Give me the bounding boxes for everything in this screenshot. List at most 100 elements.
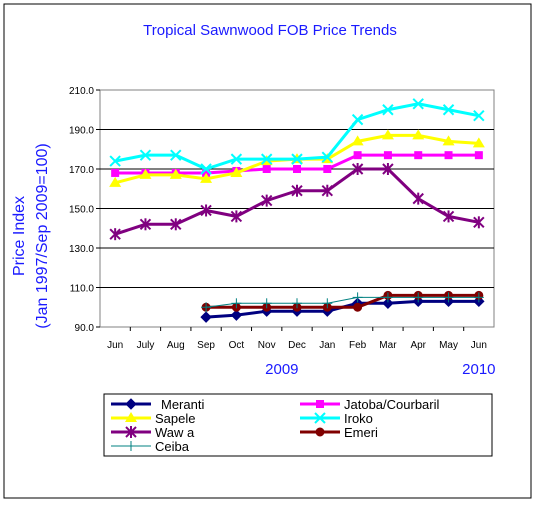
data-point-ceiba-5 bbox=[261, 298, 272, 309]
legend-box bbox=[103, 393, 493, 457]
legend-marker-sapele bbox=[125, 412, 137, 422]
y-tick-label-0: 90.0 bbox=[75, 323, 95, 334]
y-tick-label-2: 130.0 bbox=[69, 244, 94, 255]
data-point-waw-a-9 bbox=[382, 163, 394, 175]
data-point-waw-a-11 bbox=[442, 210, 455, 223]
data-point-waw-a-6 bbox=[291, 184, 303, 197]
data-point-meranti-4 bbox=[230, 309, 243, 321]
x-axis-ticks: Jun July Aug Sep Oct Nov Dec Jan Feb Mar Apr May Jun bbox=[107, 327, 487, 351]
legend-marker-waw-a bbox=[125, 426, 137, 438]
data-point-iroko-6 bbox=[291, 153, 303, 165]
x-tick-label-2: Aug bbox=[167, 340, 185, 351]
data-point-sapele-8 bbox=[351, 135, 364, 146]
data-point-jatoba-courbaril-12 bbox=[474, 151, 483, 160]
y-axis-label-line-1: Price Index bbox=[11, 196, 28, 276]
data-point-ceiba-8 bbox=[352, 292, 363, 303]
legend-entry-emeri: Emeri bbox=[300, 425, 378, 440]
legend-label-ceiba: Ceiba bbox=[155, 439, 190, 454]
series-iroko bbox=[109, 98, 485, 175]
y-tick-label-6: 210.0 bbox=[69, 86, 94, 97]
data-point-waw-a-5 bbox=[260, 194, 273, 207]
legend-label-meranti: Meranti bbox=[161, 397, 204, 412]
data-point-sapele-0 bbox=[109, 176, 122, 187]
y-axis-ticks: 90.0 110.0 130.0 150.0 170.0 190.0 210.0 bbox=[69, 86, 100, 334]
series-lines bbox=[109, 98, 485, 323]
legend-label-waw-a: Waw a bbox=[155, 425, 195, 440]
data-point-sapele-9 bbox=[381, 129, 394, 140]
data-point-sapele-3 bbox=[200, 172, 213, 183]
data-point-jatoba-courbaril-11 bbox=[444, 151, 453, 160]
x-tick-label-6: Dec bbox=[288, 340, 306, 351]
data-point-iroko-4 bbox=[230, 153, 243, 165]
data-point-sapele-2 bbox=[169, 168, 182, 179]
data-point-ceiba-7 bbox=[322, 298, 333, 309]
legend-label-emeri: Emeri bbox=[344, 425, 378, 440]
legend-entry-meranti: Meranti bbox=[111, 397, 204, 412]
data-point-ceiba-11 bbox=[443, 292, 454, 303]
y-tick-label-1: 110.0 bbox=[70, 284, 95, 295]
chart-title: Tropical Sawnwood FOB Price Trends bbox=[143, 22, 397, 39]
data-point-waw-a-4 bbox=[230, 210, 243, 223]
data-point-iroko-8 bbox=[351, 113, 364, 126]
data-point-jatoba-courbaril-6 bbox=[293, 165, 301, 173]
x-tick-label-9: Mar bbox=[379, 340, 397, 351]
legend-label-iroko: Iroko bbox=[344, 411, 373, 426]
data-point-iroko-2 bbox=[170, 149, 182, 161]
data-point-jatoba-courbaril-9 bbox=[383, 151, 392, 160]
x-tick-label-1: July bbox=[137, 340, 155, 351]
legend-label-sapele: Sapele bbox=[155, 411, 195, 426]
data-point-iroko-10 bbox=[412, 98, 424, 110]
data-point-sapele-12 bbox=[472, 137, 485, 148]
x-tick-label-0: Jun bbox=[107, 340, 123, 351]
data-point-waw-a-1 bbox=[139, 218, 152, 231]
y-tick-label-3: 150.0 bbox=[69, 205, 94, 216]
data-point-ceiba-3 bbox=[201, 302, 212, 313]
data-point-iroko-0 bbox=[109, 155, 121, 167]
data-point-sapele-10 bbox=[412, 129, 425, 140]
year-label-1: 2010 bbox=[462, 361, 495, 378]
year-labels: 2009 2010 bbox=[265, 361, 495, 378]
data-point-jatoba-courbaril-7 bbox=[323, 165, 332, 173]
data-point-iroko-12 bbox=[473, 109, 485, 122]
legend-marker-ceiba bbox=[126, 441, 136, 451]
legend-marker-emeri bbox=[315, 427, 325, 437]
data-point-jatoba-courbaril-10 bbox=[414, 151, 423, 160]
legend-label-jatoba-courbaril: Jatoba/Courbaril bbox=[344, 397, 439, 412]
series-line-emeri bbox=[206, 293, 479, 309]
x-tick-label-10: Apr bbox=[410, 340, 426, 351]
legend-marker-meranti bbox=[125, 398, 137, 410]
data-point-iroko-7 bbox=[321, 151, 334, 163]
legend-entry-jatoba-courbaril: Jatoba/Courbaril bbox=[300, 397, 439, 412]
data-point-meranti-9 bbox=[382, 297, 394, 310]
gridlines bbox=[100, 129, 494, 288]
y-tick-label-4: 170.0 bbox=[69, 165, 94, 176]
x-tick-label-5: Nov bbox=[258, 340, 276, 351]
data-point-iroko-11 bbox=[442, 104, 455, 116]
data-point-ceiba-4 bbox=[231, 298, 242, 309]
x-tick-label-11: May bbox=[439, 340, 458, 351]
x-tick-label-4: Oct bbox=[229, 340, 245, 351]
y-axis-label-line-2: (Jan 1997/Sep 2009=100) bbox=[34, 143, 51, 328]
series-ceiba bbox=[201, 292, 484, 313]
data-point-iroko-9 bbox=[382, 104, 394, 116]
data-point-waw-a-2 bbox=[170, 218, 182, 231]
data-point-iroko-5 bbox=[260, 153, 273, 165]
legend-marker-iroko bbox=[314, 412, 326, 424]
data-point-waw-a-12 bbox=[473, 216, 485, 229]
legend: Meranti Jatoba/Courbaril Sapele Iroko Waw a E… bbox=[111, 397, 439, 454]
data-point-ceiba-12 bbox=[473, 292, 484, 303]
x-tick-label-8: Feb bbox=[349, 340, 367, 351]
x-tick-label-7: Jan bbox=[319, 340, 335, 351]
year-label-0: 2009 bbox=[265, 361, 298, 378]
data-point-iroko-1 bbox=[139, 149, 152, 161]
legend-entry-waw-a: Waw a bbox=[111, 425, 195, 440]
legend-entry-ceiba: Ceiba bbox=[111, 439, 190, 454]
data-point-jatoba-courbaril-0 bbox=[111, 168, 120, 177]
data-point-jatoba-courbaril-8 bbox=[353, 151, 362, 160]
data-point-waw-a-7 bbox=[321, 184, 334, 197]
data-point-waw-a-8 bbox=[351, 163, 364, 175]
y-tick-label-5: 190.0 bbox=[69, 126, 94, 137]
data-point-waw-a-10 bbox=[412, 192, 424, 205]
